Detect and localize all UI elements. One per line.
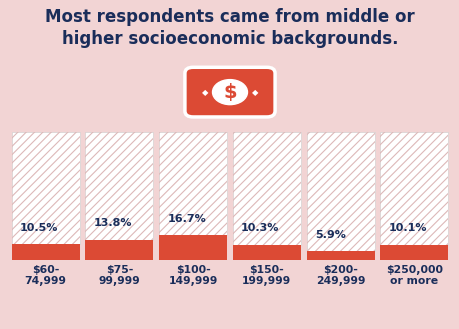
Bar xyxy=(380,132,448,245)
Bar xyxy=(232,132,300,245)
Bar xyxy=(232,132,300,245)
Bar xyxy=(85,240,153,260)
Bar xyxy=(306,251,374,260)
Text: $60-
74,999: $60- 74,999 xyxy=(25,265,67,287)
Text: 5.9%: 5.9% xyxy=(314,230,345,240)
Text: 10.1%: 10.1% xyxy=(387,223,426,234)
Text: 13.8%: 13.8% xyxy=(93,218,132,228)
Bar xyxy=(306,132,374,251)
Text: $150-
199,999: $150- 199,999 xyxy=(242,265,291,287)
Bar xyxy=(11,132,79,244)
Bar xyxy=(159,132,227,235)
Text: $100-
149,999: $100- 149,999 xyxy=(168,265,218,287)
Text: 10.3%: 10.3% xyxy=(241,223,279,233)
Text: Most respondents came from middle or
higher socioeconomic backgrounds.: Most respondents came from middle or hig… xyxy=(45,8,414,48)
Bar xyxy=(11,132,79,244)
Text: $75-
99,999: $75- 99,999 xyxy=(98,265,140,287)
Bar xyxy=(306,132,374,251)
Bar xyxy=(232,245,300,260)
Text: 10.5%: 10.5% xyxy=(20,223,58,233)
Bar xyxy=(380,245,448,260)
FancyBboxPatch shape xyxy=(185,67,274,117)
Text: 16.7%: 16.7% xyxy=(167,214,206,224)
Bar xyxy=(380,132,448,245)
Bar xyxy=(11,244,79,260)
Bar xyxy=(85,132,153,240)
Bar xyxy=(159,132,227,235)
Circle shape xyxy=(212,80,247,105)
Text: $200-
249,999: $200- 249,999 xyxy=(315,265,364,287)
Text: $: $ xyxy=(223,83,236,102)
Bar xyxy=(85,132,153,240)
Text: ◆: ◆ xyxy=(251,88,257,97)
Text: ◆: ◆ xyxy=(202,88,208,97)
Bar xyxy=(159,235,227,260)
Text: $250,000
or more: $250,000 or more xyxy=(385,265,442,287)
